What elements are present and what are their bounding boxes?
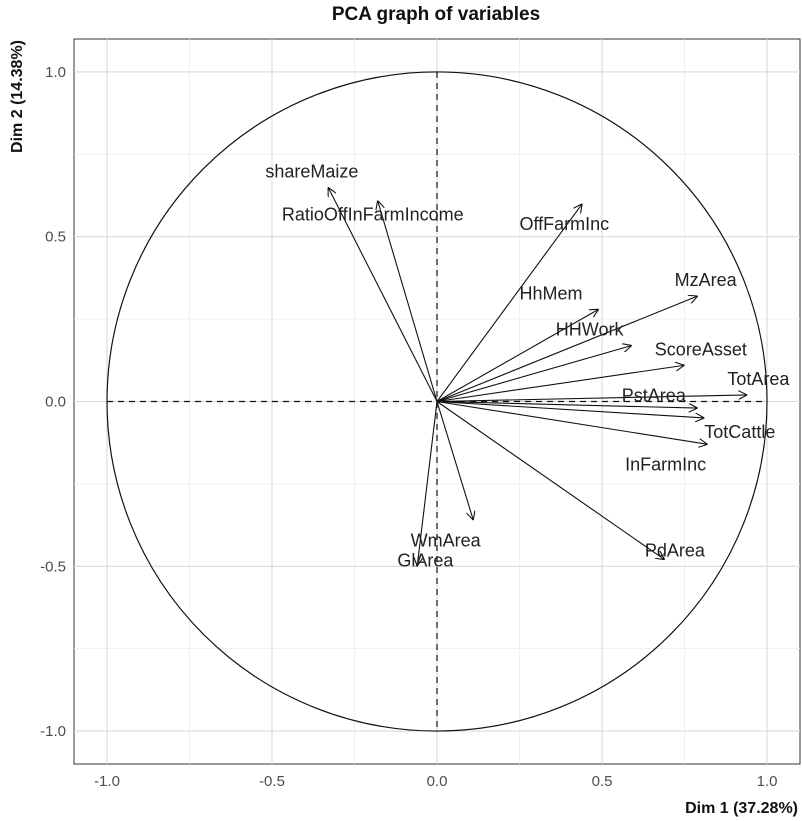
arrow-tot-area [436, 395, 747, 403]
label-ratio-off-in-farm-income: RatioOffInFarmIncome [282, 204, 464, 224]
y-tick-label: 1.0 [45, 64, 66, 81]
label-share-maize: shareMaize [265, 161, 358, 181]
x-tick-label: -1.0 [94, 773, 120, 790]
y-tick-label: -0.5 [40, 558, 66, 575]
x-tick-label: 0.5 [592, 773, 613, 790]
unit-circle [106, 71, 768, 732]
x-tick-label: -0.5 [259, 773, 285, 790]
y-axis-title: Dim 2 (14.38%) [9, 40, 26, 153]
arrow-score-asset [436, 365, 685, 403]
arrow-ratio-off-in-farm-income [378, 200, 438, 402]
arrow-pd-area [436, 401, 665, 560]
y-tick-label: 0.5 [45, 229, 66, 246]
label-tot-area: TotArea [727, 369, 790, 389]
x-axis-title: Dim 1 (37.28%) [685, 800, 798, 817]
label-pst-area: PstArea [622, 386, 687, 406]
label-mz-area: MzArea [675, 270, 738, 290]
arrow-tot-cattle [436, 400, 704, 418]
arrow-hh-mem [436, 309, 599, 402]
label-pd-area: PdArea [645, 540, 706, 560]
label-gl-area: GlArea [397, 550, 454, 570]
y-tick-label: 0.0 [45, 394, 66, 411]
arrow-hhwork [436, 345, 632, 403]
label-tot-cattle: TotCattle [704, 422, 775, 442]
label-off-farm-inc: OffFarmInc [520, 214, 610, 234]
arrow-mz-area [436, 296, 698, 403]
variable-labels: shareMaize RatioOffInFarmIncome OffFarmInc… [265, 161, 790, 570]
correlation-circle [106, 71, 768, 732]
label-hh-mem: HhMem [520, 283, 583, 303]
y-tick-label: -1.0 [40, 723, 66, 740]
label-score-asset: ScoreAsset [655, 339, 747, 359]
arrow-wm-area [436, 401, 473, 521]
label-hhwork: HHWork [556, 320, 625, 340]
chart-title: PCA graph of variables [332, 4, 540, 25]
x-tick-label: 0.0 [427, 773, 448, 790]
variable-arrows [328, 187, 747, 566]
x-tick-label: 1.0 [757, 773, 778, 790]
arrow-in-farm-inc [436, 400, 708, 445]
arrow-off-farm-inc [436, 204, 582, 402]
arrow-pst-area [436, 400, 698, 409]
label-wm-area: WmArea [411, 531, 482, 551]
arrow-share-maize [328, 187, 438, 402]
arrow-gl-area [417, 401, 438, 567]
tick-labels: -1.0 -0.5 0.0 0.5 1.0 -1.0 -0.5 0.0 0.5 1.0 [40, 64, 777, 790]
label-in-farm-inc: InFarmInc [625, 455, 706, 475]
